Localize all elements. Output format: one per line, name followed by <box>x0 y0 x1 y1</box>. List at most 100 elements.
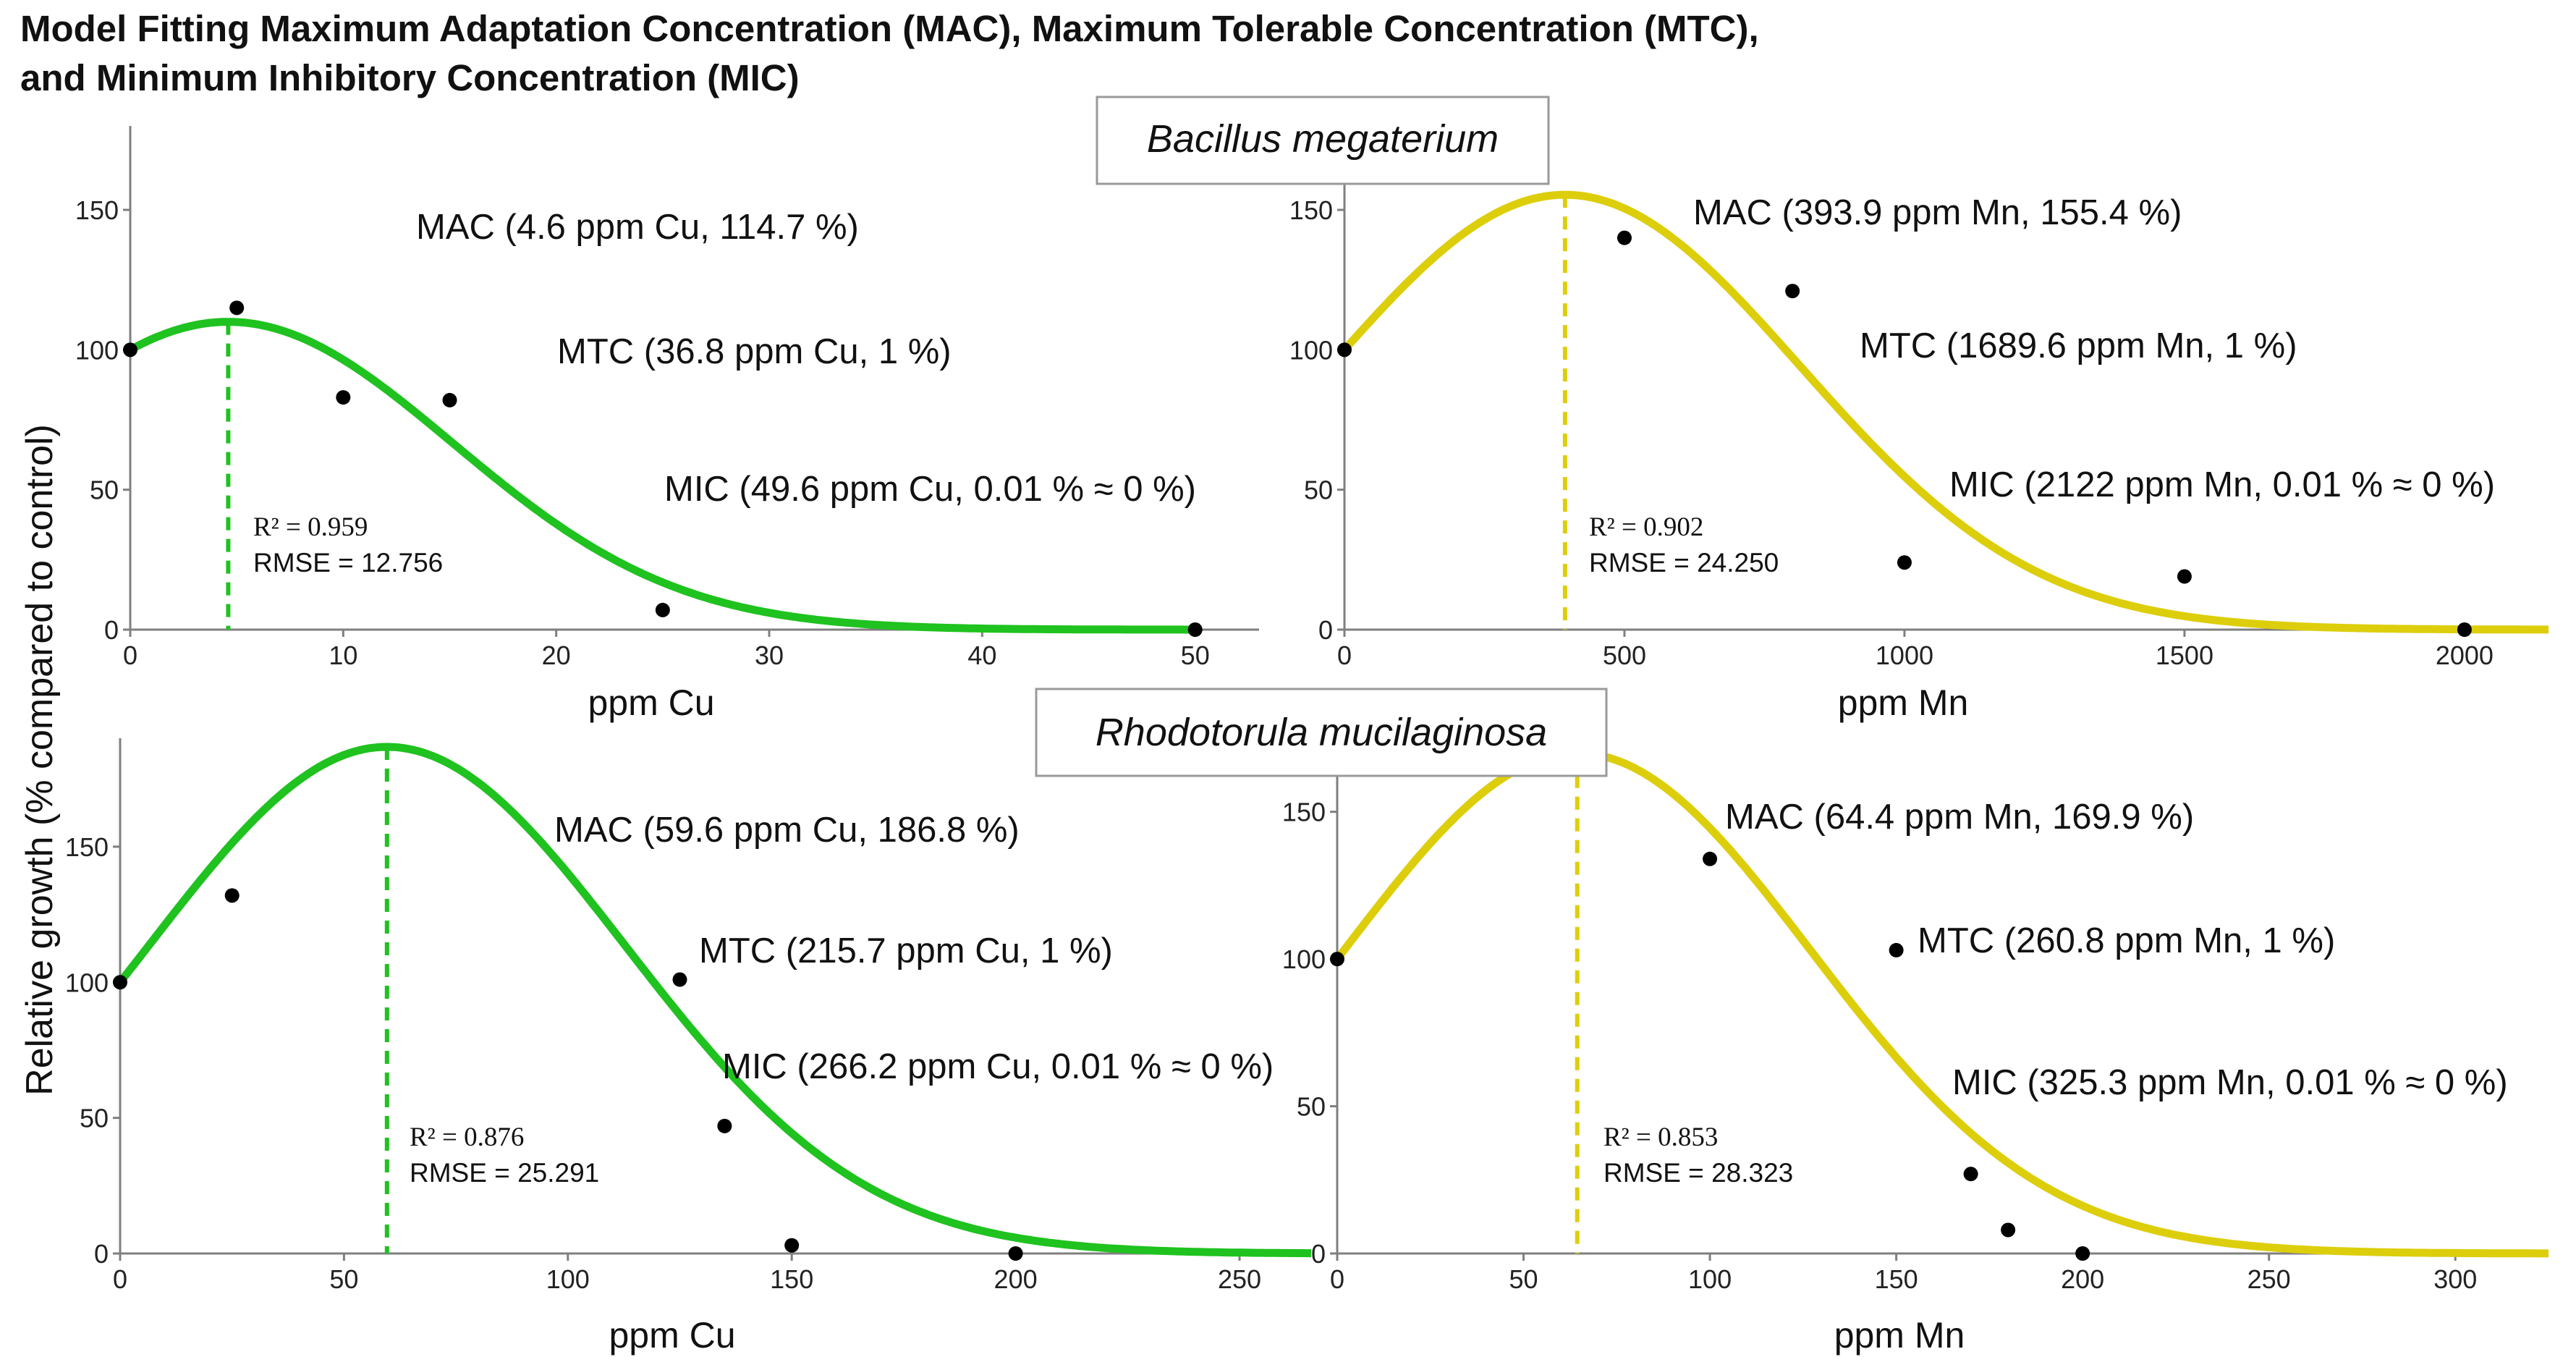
x-tick-label: 200 <box>994 1264 1038 1294</box>
y-tick-label: 0 <box>104 615 119 645</box>
x-tick-label: 0 <box>123 640 137 670</box>
data-point <box>1330 952 1344 967</box>
organism-name-bacillus: Bacillus megaterium <box>1147 117 1499 161</box>
data-point <box>655 602 670 617</box>
organism-label-top: Bacillus megaterium <box>1096 96 1550 185</box>
mic-annotation: MIC (325.3 ppm Mn, 0.01 % ≈ 0 %) <box>1952 1063 2508 1102</box>
data-point <box>2457 622 2472 637</box>
data-point <box>1785 284 1800 299</box>
r-squared-label: R² = 0.876 <box>410 1122 524 1152</box>
x-tick-label: 20 <box>542 640 571 670</box>
r-squared-label: R² = 0.853 <box>1603 1122 1718 1152</box>
x-tick-label: 150 <box>1875 1264 1918 1294</box>
rmse-label: RMSE = 28.323 <box>1603 1158 1793 1188</box>
data-point <box>2001 1222 2016 1238</box>
x-tick-label: 200 <box>2061 1264 2104 1294</box>
chart-panel: 0 500 1000 1500 2000 0 50 100 150 ppm Mn MAC (393.… <box>1289 126 2549 723</box>
data-point <box>1963 1167 1978 1182</box>
x-axis-label: ppm Mn <box>1834 1315 1965 1356</box>
organism-name-rhodotorula: Rhodotorula mucilaginosa <box>1096 711 1547 754</box>
rmse-label: RMSE = 25.291 <box>410 1158 599 1188</box>
rmse-label: RMSE = 12.756 <box>253 548 443 578</box>
chart-panel: 0 50 100 150 200 250 0 50 100 150 ppm Cu MAC (59.6 … <box>65 738 1311 1356</box>
x-tick-label: 2000 <box>2436 640 2494 670</box>
mac-annotation: MAC (393.9 ppm Mn, 155.4 %) <box>1693 193 2182 232</box>
data-point <box>2075 1246 2090 1261</box>
x-tick-label: 300 <box>2433 1264 2477 1294</box>
data-point <box>1889 942 1904 957</box>
y-tick-label: 100 <box>1289 335 1333 365</box>
mtc-annotation: MTC (215.7 ppm Cu, 1 %) <box>699 931 1113 971</box>
data-point <box>2177 569 2192 584</box>
x-tick-label: 50 <box>329 1264 358 1294</box>
mic-annotation: MIC (2122 ppm Mn, 0.01 % ≈ 0 %) <box>1949 465 2495 504</box>
x-tick-label: 100 <box>546 1264 590 1294</box>
figure-title-line-2: and Minimum Inhibitory Concentration (MI… <box>20 57 800 98</box>
x-tick-label: 50 <box>1181 640 1210 670</box>
y-tick-label: 150 <box>1282 798 1326 827</box>
x-tick-label: 1000 <box>1876 640 1933 670</box>
mac-annotation: MAC (59.6 ppm Cu, 186.8 %) <box>554 811 1020 850</box>
r-squared-label: R² = 0.959 <box>253 512 368 542</box>
mac-annotation: MAC (4.6 ppm Cu, 114.7 %) <box>416 208 859 247</box>
data-point <box>784 1238 800 1253</box>
data-point <box>224 888 240 903</box>
data-point <box>442 392 457 407</box>
chart-panel: 0 50 100 150 200 250 300 0 50 100 150 ppm Mn MAC (64… <box>1282 738 2549 1356</box>
figure-title-line-1: Model Fitting Maximum Adaptation Concent… <box>20 8 1759 49</box>
x-tick-label: 10 <box>329 640 357 670</box>
y-tick-label: 50 <box>1297 1092 1326 1122</box>
x-tick-label: 150 <box>770 1264 813 1294</box>
mac-annotation: MAC (64.4 ppm Mn, 169.9 %) <box>1725 798 2194 837</box>
x-axis-label: ppm Cu <box>609 1315 735 1356</box>
mtc-annotation: MTC (1689.6 ppm Mn, 1 %) <box>1860 326 2297 365</box>
data-point <box>113 975 127 990</box>
y-tick-label: 150 <box>65 832 109 862</box>
x-tick-label: 40 <box>967 640 996 670</box>
figure-title: Model Fitting Maximum Adaptation Concent… <box>20 4 1759 103</box>
x-axis-label: ppm Mn <box>1838 682 1969 723</box>
data-point <box>1897 555 1912 570</box>
mic-annotation: MIC (266.2 ppm Cu, 0.01 % ≈ 0 %) <box>722 1047 1274 1086</box>
fitted-curve <box>116 743 1311 1258</box>
data-point <box>336 390 351 405</box>
fitted-curve <box>128 318 1195 634</box>
fitted-curve <box>1341 190 2549 634</box>
y-tick-label: 0 <box>1318 615 1333 645</box>
mtc-annotation: MTC (36.8 ppm Cu, 1 %) <box>557 332 952 371</box>
data-point <box>1337 342 1352 358</box>
data-point <box>229 300 245 316</box>
data-point <box>717 1118 732 1133</box>
x-tick-label: 250 <box>1218 1264 1261 1294</box>
r-squared-label: R² = 0.902 <box>1589 512 1703 542</box>
data-point <box>1187 622 1203 637</box>
y-tick-label: 0 <box>1311 1239 1326 1269</box>
y-tick-label: 100 <box>75 335 119 365</box>
y-tick-label: 50 <box>90 475 119 505</box>
rmse-label: RMSE = 24.250 <box>1589 548 1779 578</box>
y-tick-label: 50 <box>1304 475 1333 505</box>
x-tick-label: 1500 <box>2156 640 2213 670</box>
x-tick-label: 0 <box>113 1264 127 1294</box>
data-point <box>123 342 137 358</box>
x-tick-label: 0 <box>1337 640 1352 670</box>
data-point <box>1008 1246 1023 1261</box>
y-axis-label: Relative growth (% compared to control) <box>19 424 61 1096</box>
y-tick-label: 100 <box>1282 944 1326 974</box>
chart-panel: 0 10 20 30 40 50 0 50 100 150 ppm Cu MAC (4.6 ppm C… <box>75 126 1259 723</box>
organism-label-bottom: Rhodotorula mucilaginosa <box>1035 688 1608 777</box>
mic-annotation: MIC (49.6 ppm Cu, 0.01 % ≈ 0 %) <box>664 470 1196 509</box>
mtc-annotation: MTC (260.8 ppm Mn, 1 %) <box>1918 921 2335 960</box>
x-tick-label: 100 <box>1688 1264 1732 1294</box>
data-point <box>1703 851 1718 866</box>
x-tick-label: 250 <box>2247 1264 2291 1294</box>
data-point <box>672 972 687 987</box>
x-tick-label: 500 <box>1603 640 1646 670</box>
x-tick-label: 30 <box>755 640 784 670</box>
data-point <box>1617 230 1632 245</box>
y-tick-label: 100 <box>65 968 109 997</box>
y-tick-label: 150 <box>75 195 119 225</box>
y-tick-label: 50 <box>80 1104 109 1133</box>
